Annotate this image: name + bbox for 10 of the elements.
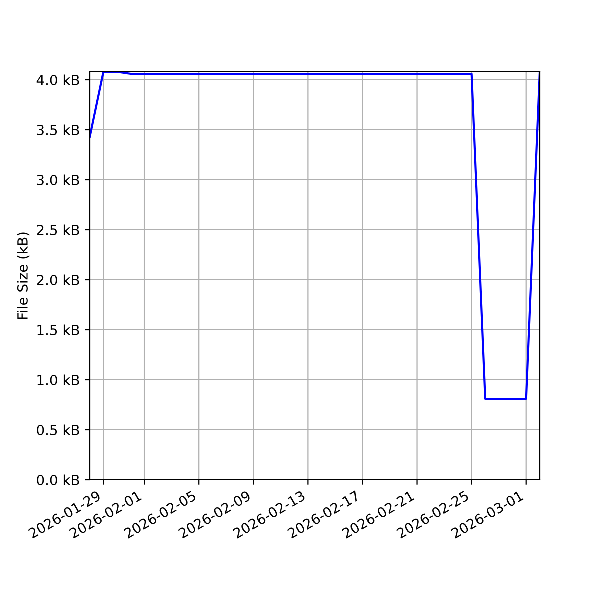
y-tick-label: 1.5 kB — [38, 324, 80, 336]
y-tick-label: 3.5 kB — [37, 124, 80, 136]
y-tick-label: 4.0 kB — [36, 74, 80, 86]
y-tick-label: 0.5 kB — [37, 424, 80, 436]
y-tick-label: 2.5 kB — [37, 224, 80, 236]
y-tick-label: 2.0 kB — [37, 274, 80, 286]
y-tick-label: 0.0 kB — [37, 474, 80, 486]
y-axis-title: File Size (kB) — [17, 232, 30, 320]
y-tick-label: 3.0 kB — [37, 174, 80, 186]
y-tick-label: 1.0 kB — [38, 374, 80, 386]
